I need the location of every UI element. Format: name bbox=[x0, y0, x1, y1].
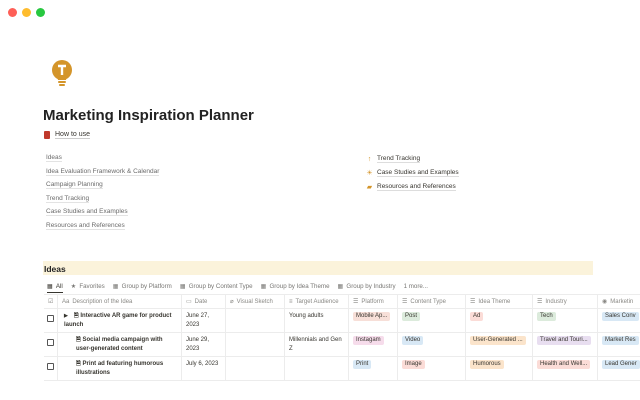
industry-tag: Tech bbox=[537, 312, 556, 321]
theme-tag: User-Generated ... bbox=[470, 336, 526, 345]
row-checkbox[interactable] bbox=[47, 315, 54, 322]
tab-group-content-type[interactable]: ▦ Group by Content Type bbox=[179, 282, 253, 290]
idea-visual-sketch[interactable] bbox=[226, 333, 285, 356]
page-icon: 🗎 bbox=[73, 313, 79, 319]
star-icon: ★ bbox=[70, 282, 77, 290]
idea-visual-sketch[interactable] bbox=[226, 357, 285, 380]
marketing-tag: Lead Gener bbox=[602, 360, 640, 369]
tab-group-industry[interactable]: ▦ Group by Industry bbox=[337, 282, 396, 290]
close-button[interactable] bbox=[8, 8, 17, 17]
idea-description[interactable]: Interactive AR game for product launch bbox=[64, 313, 172, 328]
table-icon: ▦ bbox=[337, 282, 344, 290]
column-platform[interactable]: ☰ Platform bbox=[349, 295, 398, 308]
idea-date: June 29, 2023 bbox=[182, 333, 226, 356]
platform-tag: Print bbox=[353, 360, 372, 369]
link-idea-evaluation[interactable]: Idea Evaluation Framework & Calendar bbox=[46, 167, 160, 176]
list-icon: ☰ bbox=[353, 299, 359, 305]
featured-links: ↑ Trend Tracking ☀ Case Studies and Exampl… bbox=[366, 152, 459, 195]
idea-description[interactable]: Print ad featuring humorous illustration… bbox=[76, 361, 164, 376]
column-content-type[interactable]: ☰ Content Type bbox=[398, 295, 466, 308]
theme-tag: Ad bbox=[470, 312, 484, 321]
arrow-up-icon: ↑ bbox=[367, 155, 372, 163]
maximize-button[interactable] bbox=[36, 8, 45, 17]
link-ideas[interactable]: Ideas bbox=[46, 154, 62, 162]
note-icon: ▰ bbox=[366, 184, 373, 192]
idea-visual-sketch[interactable] bbox=[226, 309, 285, 332]
calendar-icon: ▭ bbox=[186, 299, 192, 305]
tab-all[interactable]: ▦ All bbox=[47, 283, 63, 293]
tab-group-platform[interactable]: ▦ Group by Platform bbox=[112, 282, 172, 290]
page-icon: 🗎 bbox=[76, 361, 81, 367]
how-to-use-link[interactable]: How to use bbox=[44, 131, 91, 139]
column-idea-theme[interactable]: ☰ Idea Theme bbox=[466, 295, 533, 308]
idea-target-audience: Young adults bbox=[285, 309, 349, 332]
link-case-studies[interactable]: Case Studies and Examples bbox=[46, 208, 128, 216]
idea-date: July 6, 2023 bbox=[182, 357, 226, 380]
featured-case-studies[interactable]: ☀ Case Studies and Examples bbox=[366, 169, 459, 178]
featured-resources[interactable]: ▰ Resources and References bbox=[366, 183, 456, 192]
featured-trend-tracking[interactable]: ↑ Trend Tracking bbox=[367, 155, 421, 164]
marketing-tag: Sales Conv bbox=[602, 312, 639, 321]
idea-target-audience: Millennials and Gen Z bbox=[285, 333, 349, 356]
table-icon: ▦ bbox=[112, 282, 119, 290]
column-marketing[interactable]: ◉ Marketin bbox=[602, 298, 634, 306]
list-icon: ☰ bbox=[470, 299, 476, 305]
page-icon: 🗎 bbox=[76, 337, 81, 343]
select-all-checkbox[interactable]: ☑ bbox=[44, 295, 58, 308]
expand-toggle-icon[interactable]: ▶ bbox=[64, 313, 68, 319]
page-links: Ideas Idea Evaluation Framework & Calend… bbox=[46, 153, 160, 234]
table-row[interactable]: 🗎 Print ad featuring humorous illustrati… bbox=[44, 357, 640, 381]
idea-date: June 27, 2023 bbox=[182, 309, 226, 332]
tab-group-idea-theme[interactable]: ▦ Group by Idea Theme bbox=[260, 282, 330, 290]
tab-more[interactable]: 1 more... bbox=[403, 282, 428, 290]
content-tag: Video bbox=[402, 336, 424, 345]
minimize-button[interactable] bbox=[22, 8, 31, 17]
industry-tag: Health and Well... bbox=[537, 360, 591, 369]
ideas-heading: Ideas bbox=[43, 261, 593, 275]
status-icon: ◉ bbox=[602, 299, 608, 305]
page-title: Marketing Inspiration Planner bbox=[43, 107, 254, 124]
link-campaign-planning[interactable]: Campaign Planning bbox=[46, 181, 103, 189]
text-lines-icon: ≡ bbox=[289, 298, 293, 305]
column-visual-sketch[interactable]: ⌀ Visual Sketch bbox=[226, 295, 285, 308]
text-icon: Aa bbox=[62, 298, 70, 305]
view-tabs: ▦ All ★ Favorites ▦ Group by Platform ▦ Grou… bbox=[47, 280, 428, 293]
ideas-table: ☑ Aa Description of the Idea ▭ Date ⌀ Visua… bbox=[44, 294, 640, 381]
book-icon bbox=[44, 131, 50, 139]
content-tag: Post bbox=[402, 312, 421, 321]
paperclip-icon: ⌀ bbox=[230, 299, 234, 305]
tab-favorites[interactable]: ★ Favorites bbox=[70, 282, 105, 290]
platform-tag: Mobile Ap... bbox=[353, 312, 391, 321]
theme-tag: Humorous bbox=[470, 360, 504, 369]
sun-icon: ☀ bbox=[366, 170, 373, 178]
industry-tag: Travel and Touri... bbox=[537, 336, 591, 345]
marketing-tag: Market Res bbox=[602, 336, 639, 345]
table-row[interactable]: ▶ 🗎 Interactive AR game for product launc… bbox=[44, 309, 640, 333]
platform-tag: Instagam bbox=[353, 336, 384, 345]
table-header: ☑ Aa Description of the Idea ▭ Date ⌀ Visua… bbox=[44, 294, 640, 309]
list-icon: ☰ bbox=[537, 299, 543, 305]
table-icon: ▦ bbox=[179, 282, 186, 290]
link-trend-tracking[interactable]: Trend Tracking bbox=[46, 194, 90, 203]
content-tag: Image bbox=[402, 360, 425, 369]
column-industry[interactable]: ☰ Industry bbox=[533, 295, 598, 308]
column-description[interactable]: Aa Description of the Idea bbox=[58, 295, 182, 308]
idea-target-audience bbox=[285, 357, 349, 380]
column-date[interactable]: ▭ Date bbox=[182, 295, 226, 308]
table-row[interactable]: 🗎 Social media campaign with user-genera… bbox=[44, 333, 640, 357]
table-icon: ▦ bbox=[47, 282, 53, 290]
column-target-audience[interactable]: ≡ Target Audience bbox=[285, 295, 349, 308]
lightbulb-icon bbox=[51, 59, 73, 94]
table-icon: ▦ bbox=[260, 282, 267, 290]
link-resources[interactable]: Resources and References bbox=[46, 221, 125, 230]
row-checkbox[interactable] bbox=[47, 363, 54, 370]
idea-description[interactable]: Social media campaign with user-generate… bbox=[76, 337, 163, 352]
row-checkbox[interactable] bbox=[47, 339, 54, 346]
list-icon: ☰ bbox=[402, 299, 408, 305]
